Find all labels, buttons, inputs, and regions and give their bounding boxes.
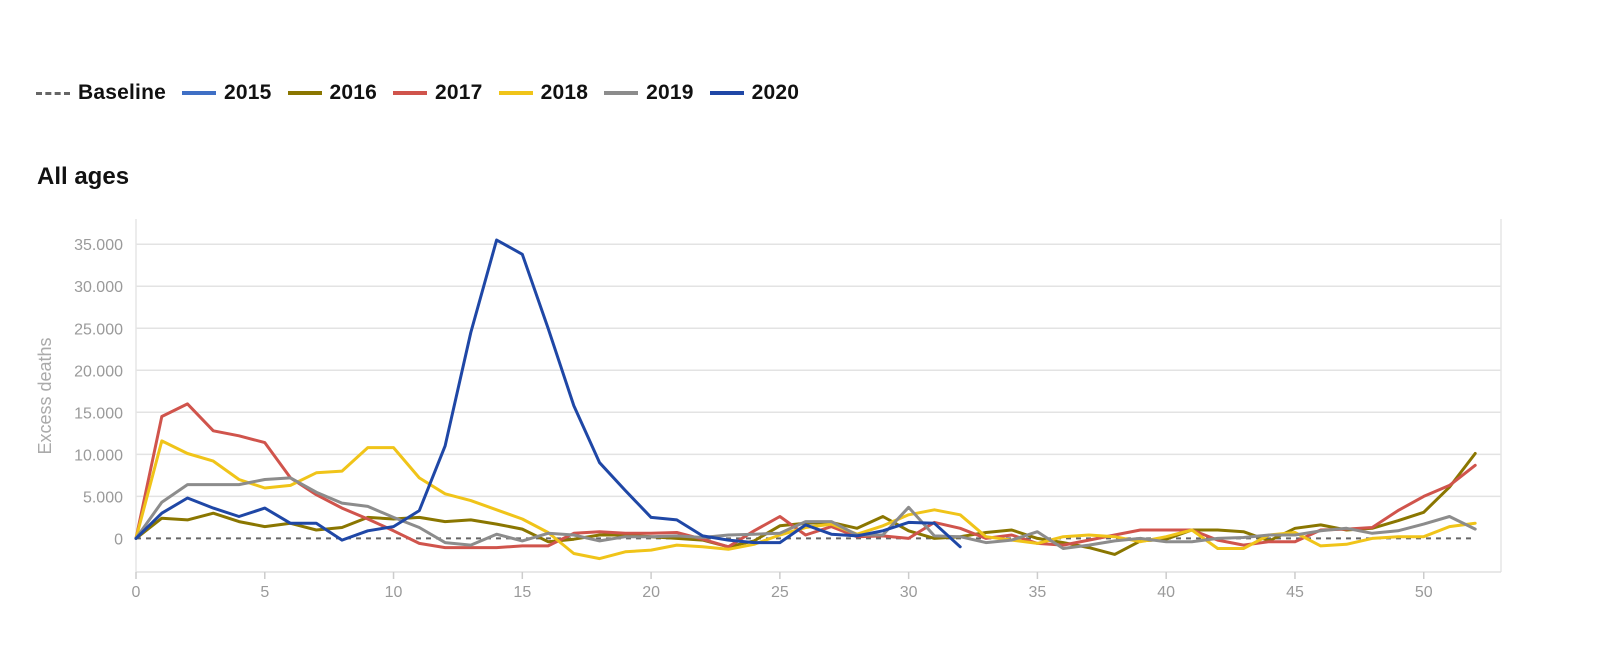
x-tick-label: 50 bbox=[1415, 584, 1433, 601]
series-line-2016 bbox=[134, 452, 1477, 556]
legend-label: Baseline bbox=[78, 81, 166, 104]
chart-legend: Baseline 2015 2016 2017 2018 2019 2020 bbox=[36, 80, 799, 106]
x-tick-label: 30 bbox=[900, 584, 918, 601]
legend-swatch bbox=[393, 91, 428, 95]
y-tick-label: 15.000 bbox=[74, 405, 123, 422]
y-tick-label: 25.000 bbox=[74, 321, 123, 338]
legend-swatch bbox=[498, 91, 533, 95]
legend-swatch bbox=[709, 91, 744, 95]
chart-grid bbox=[136, 243, 1501, 498]
legend-label: 2020 bbox=[751, 81, 800, 104]
chart-title: All ages bbox=[37, 163, 130, 190]
series-line-2020 bbox=[134, 238, 962, 549]
legend-item-baseline: Baseline bbox=[36, 81, 166, 105]
legend-label: 2017 bbox=[435, 81, 483, 104]
legend-item-2020: 2020 bbox=[709, 81, 800, 105]
legend-label: 2018 bbox=[540, 81, 589, 104]
legend-swatch bbox=[287, 91, 322, 95]
x-tick-label: 5 bbox=[260, 584, 269, 601]
series-line-2018 bbox=[134, 439, 1477, 561]
y-tick-label: 0 bbox=[114, 531, 123, 548]
legend-item-2016: 2016 bbox=[287, 81, 378, 105]
x-tick-label: 0 bbox=[132, 584, 141, 601]
y-tick-label: 20.000 bbox=[74, 363, 123, 380]
x-tick-label: 35 bbox=[1029, 584, 1047, 601]
y-tick-label: 5.000 bbox=[83, 489, 123, 506]
x-tick-label: 10 bbox=[385, 584, 403, 601]
legend-item-2017: 2017 bbox=[393, 81, 483, 105]
x-tick-label: 15 bbox=[513, 584, 531, 601]
legend-item-2015: 2015 bbox=[181, 81, 272, 105]
x-tick-label: 40 bbox=[1157, 584, 1175, 601]
chart-series bbox=[134, 238, 1477, 561]
legend-item-2019: 2019 bbox=[604, 81, 694, 105]
chart-axes: 0 5.000 10.000 15.000 20.000 25.000 30.000 35.0… bbox=[74, 219, 1502, 601]
legend-swatch bbox=[36, 91, 70, 95]
legend-label: 2019 bbox=[646, 81, 694, 104]
x-tick-label: 45 bbox=[1286, 584, 1304, 601]
x-tick-label: 20 bbox=[642, 584, 660, 601]
legend-swatch bbox=[181, 91, 216, 95]
y-tick-label: 10.000 bbox=[74, 447, 123, 464]
legend-label: 2016 bbox=[329, 81, 378, 104]
legend-swatch bbox=[604, 91, 639, 95]
y-tick-label: 30.000 bbox=[74, 279, 123, 296]
y-axis-title: Excess deaths bbox=[35, 337, 55, 454]
legend-label: 2015 bbox=[223, 81, 272, 104]
legend-item-2018: 2018 bbox=[498, 81, 589, 105]
x-tick-label: 25 bbox=[771, 584, 789, 601]
y-tick-label: 35.000 bbox=[74, 237, 123, 254]
series-line-2019 bbox=[134, 476, 1477, 550]
